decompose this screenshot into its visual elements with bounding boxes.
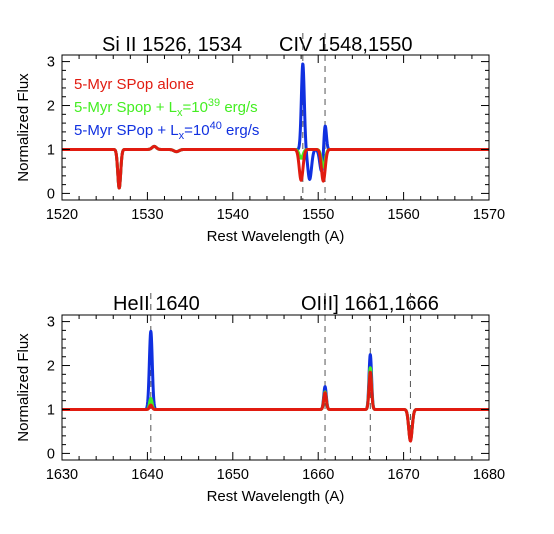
legend-entry: 5-Myr SPop alone	[74, 76, 194, 93]
axes-frame	[61, 314, 490, 461]
x-tick-label: 1640	[131, 467, 163, 483]
x-tick-label: 1530	[131, 207, 163, 223]
y-axis-label: Normalized Flux	[15, 73, 32, 182]
x-tick-label: 1630	[46, 467, 78, 483]
y-tick-label: 2	[47, 99, 55, 115]
y-tick-label: 1	[47, 142, 55, 158]
panel-top: Si II 1526, 1534 CIV 1548,1550 1520 1530 154…	[15, 33, 505, 245]
x-axis-label: Rest Wavelength (A)	[207, 488, 345, 505]
x-axis-label: Rest Wavelength (A)	[207, 228, 345, 245]
x-tick-label: 1670	[387, 467, 419, 483]
y-tick-label: 0	[47, 446, 55, 462]
y-tick-label: 3	[47, 55, 55, 71]
x-tick-label: 1550	[302, 207, 334, 223]
title-left: Si II 1526, 1534	[102, 34, 242, 56]
x-tick-label: 1570	[473, 207, 505, 223]
series-line-green	[60, 366, 491, 442]
legend-entry: 5-Myr SPop + Lx=1040 erg/s	[74, 120, 259, 142]
x-tick-label: 1560	[387, 207, 419, 223]
y-tick-label: 0	[47, 186, 55, 202]
x-tick-label: 1520	[46, 207, 78, 223]
legend-entry: 5-Myr Spop + Lx=1039 erg/s	[74, 97, 258, 119]
y-tick-label: 1	[47, 402, 55, 418]
x-tick-label: 1540	[217, 207, 249, 223]
x-tick-label: 1650	[217, 467, 249, 483]
x-tick-label: 1660	[302, 467, 334, 483]
series-line-red	[60, 370, 491, 443]
series-line-blue	[60, 329, 491, 442]
y-tick-label: 2	[47, 359, 55, 375]
series-line-green	[60, 144, 491, 190]
y-tick-label: 3	[47, 315, 55, 331]
series-line-red	[60, 144, 491, 190]
x-tick-label: 1680	[473, 467, 505, 483]
title-right: CIV 1548,1550	[279, 34, 412, 56]
title-left: HeII 1640	[113, 293, 200, 315]
axes-frame	[61, 54, 490, 201]
y-axis-label: Normalized Flux	[15, 333, 32, 442]
